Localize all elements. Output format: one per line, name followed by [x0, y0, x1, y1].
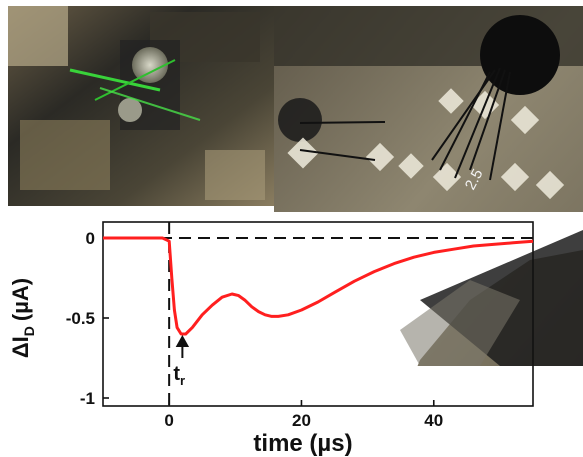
rise-time-label-main: t	[173, 363, 180, 385]
y-axis-title: ΔID (µA)	[8, 278, 37, 358]
plot-area: 0 -0.5 -1 0 20 40 tr	[66, 221, 534, 430]
plot-frame	[102, 221, 534, 407]
y-axis-title-unit: (µA)	[8, 278, 33, 321]
y-axis-title-sub: D	[21, 326, 37, 336]
x-axis-title: time (µs)	[253, 430, 352, 457]
y-tick-label: 0	[86, 229, 95, 248]
y-axis-title-main: ΔI	[8, 336, 33, 358]
series-line	[103, 236, 534, 336]
x-ticks: 0 20 40	[164, 400, 443, 430]
y-tick-label: -1	[80, 389, 95, 408]
y-ticks: 0 -0.5 -1	[66, 229, 109, 408]
setup-photo	[8, 6, 274, 206]
rise-time-annotation: tr	[173, 334, 190, 388]
rise-time-arrow	[175, 334, 190, 358]
x-tick-label: 40	[424, 411, 443, 430]
series-group	[103, 236, 534, 336]
x-tick-label: 20	[292, 411, 311, 430]
rise-time-label-sub: r	[180, 373, 185, 388]
rise-time-label: tr	[173, 363, 185, 388]
x-tick-label: 0	[164, 411, 173, 430]
y-tick-label: -0.5	[66, 309, 95, 328]
